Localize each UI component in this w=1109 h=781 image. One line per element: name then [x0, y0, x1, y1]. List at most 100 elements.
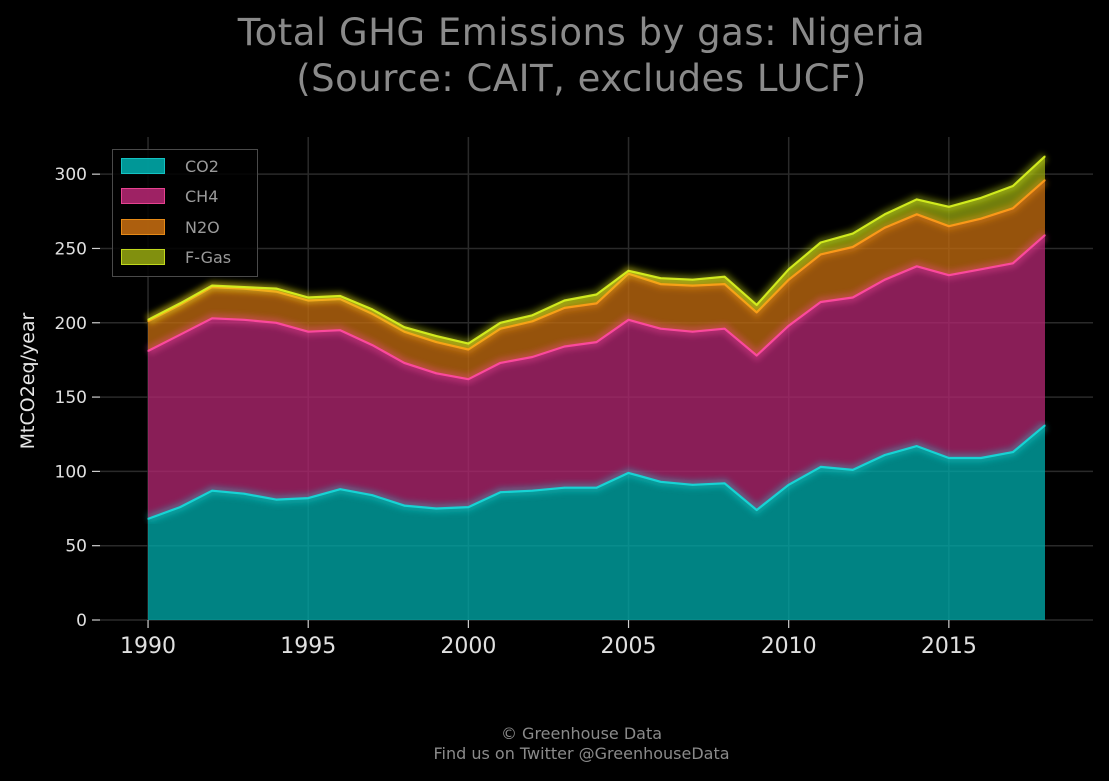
point-fgas: [499, 322, 502, 324]
point-ch4: [723, 327, 726, 330]
point-n2o: [980, 217, 982, 220]
point-ch4: [1044, 234, 1046, 236]
point-co2: [147, 518, 149, 520]
x-tick-label: 2015: [921, 634, 977, 659]
point-n2o: [595, 302, 598, 305]
point-co2: [467, 506, 470, 508]
point-co2: [980, 457, 982, 459]
point-ch4: [755, 354, 758, 357]
point-ch4: [980, 268, 982, 271]
point-ch4: [403, 362, 406, 364]
point-co2: [595, 486, 598, 489]
point-ch4: [916, 265, 918, 268]
x-tick-label: 2005: [601, 634, 657, 659]
point-ch4: [339, 329, 342, 332]
point-fgas: [211, 284, 213, 287]
y-tick-label: 50: [65, 537, 87, 557]
point-co2: [499, 491, 502, 494]
y-tick-label: 100: [55, 462, 87, 482]
point-co2: [307, 497, 310, 499]
point-fgas: [627, 270, 630, 272]
area-n2o: [148, 180, 1045, 380]
point-ch4: [243, 319, 245, 321]
point-fgas: [1012, 185, 1014, 187]
point-co2: [627, 472, 630, 474]
point-co2: [435, 507, 438, 510]
y-tick-label: 250: [55, 239, 87, 259]
point-n2o: [723, 283, 726, 285]
point-fgas: [1044, 155, 1046, 158]
point-co2: [275, 498, 278, 501]
point-fgas: [659, 277, 662, 280]
point-fgas: [819, 241, 822, 244]
point-n2o: [467, 348, 470, 351]
point-ch4: [787, 324, 790, 327]
point-n2o: [691, 284, 694, 287]
point-fgas: [884, 213, 886, 216]
footer-twitter: Find us on Twitter @GreenhouseData: [433, 744, 730, 763]
x-tick-label: 1990: [120, 634, 176, 659]
title-line-1: Total GHG Emissions by gas: Nigeria: [237, 11, 926, 54]
footer: © Greenhouse Data Find us on Twitter @Gr…: [0, 724, 1109, 764]
legend: CO2 CH4 N2O F-Gas: [112, 149, 258, 277]
point-co2: [659, 481, 662, 483]
legend-item-ch4: CH4: [121, 186, 218, 206]
point-fgas: [980, 197, 982, 199]
point-n2o: [948, 225, 950, 227]
point-co2: [787, 484, 790, 486]
point-fgas: [852, 232, 854, 235]
legend-label-n2o: N2O: [185, 217, 220, 237]
point-ch4: [275, 322, 278, 324]
point-n2o: [916, 213, 918, 216]
point-fgas: [243, 286, 245, 288]
x-tick-label: 1995: [280, 634, 336, 659]
series-lines: [145, 152, 1049, 524]
point-ch4: [467, 378, 470, 381]
area-co2: [148, 425, 1045, 620]
point-ch4: [435, 372, 438, 375]
point-ch4: [819, 301, 822, 303]
axes: 0 50 100 150 200 250 300 1990 1995 2000 2005 2010 20…: [55, 165, 977, 659]
point-fgas: [755, 304, 758, 306]
point-co2: [211, 489, 213, 492]
title-line-2: (Source: CAIT, excludes LUCF): [296, 57, 867, 100]
point-n2o: [435, 341, 438, 343]
y-tick-label: 150: [55, 388, 87, 408]
legend-swatch-ch4: [121, 188, 165, 204]
point-fgas: [307, 296, 310, 299]
point-fgas: [339, 295, 342, 297]
point-co2: [1044, 424, 1046, 427]
point-fgas: [691, 278, 694, 281]
legend-swatch-n2o: [121, 219, 165, 235]
point-n2o: [819, 253, 822, 256]
point-n2o: [531, 320, 534, 323]
legend-item-co2: CO2: [121, 156, 219, 176]
point-n2o: [1012, 207, 1014, 210]
point-fgas: [916, 198, 918, 201]
point-co2: [948, 457, 950, 459]
point-co2: [243, 492, 245, 495]
point-ch4: [531, 356, 534, 358]
point-fgas: [531, 314, 534, 317]
point-ch4: [627, 319, 630, 321]
point-fgas: [371, 308, 374, 311]
point-ch4: [563, 345, 566, 348]
point-co2: [1012, 451, 1014, 453]
point-fgas: [563, 299, 566, 302]
point-fgas: [467, 342, 470, 345]
point-fgas: [787, 268, 790, 271]
point-fgas: [275, 287, 278, 290]
point-co2: [403, 504, 406, 507]
point-n2o: [147, 320, 149, 323]
legend-label-co2: CO2: [185, 156, 219, 176]
point-co2: [339, 488, 342, 491]
point-fgas: [179, 302, 181, 305]
point-ch4: [852, 296, 854, 299]
point-fgas: [723, 275, 726, 278]
point-co2: [852, 469, 854, 471]
point-ch4: [948, 274, 950, 277]
point-ch4: [659, 327, 662, 330]
point-fgas: [595, 293, 598, 296]
y-tick-label: 300: [55, 165, 87, 185]
